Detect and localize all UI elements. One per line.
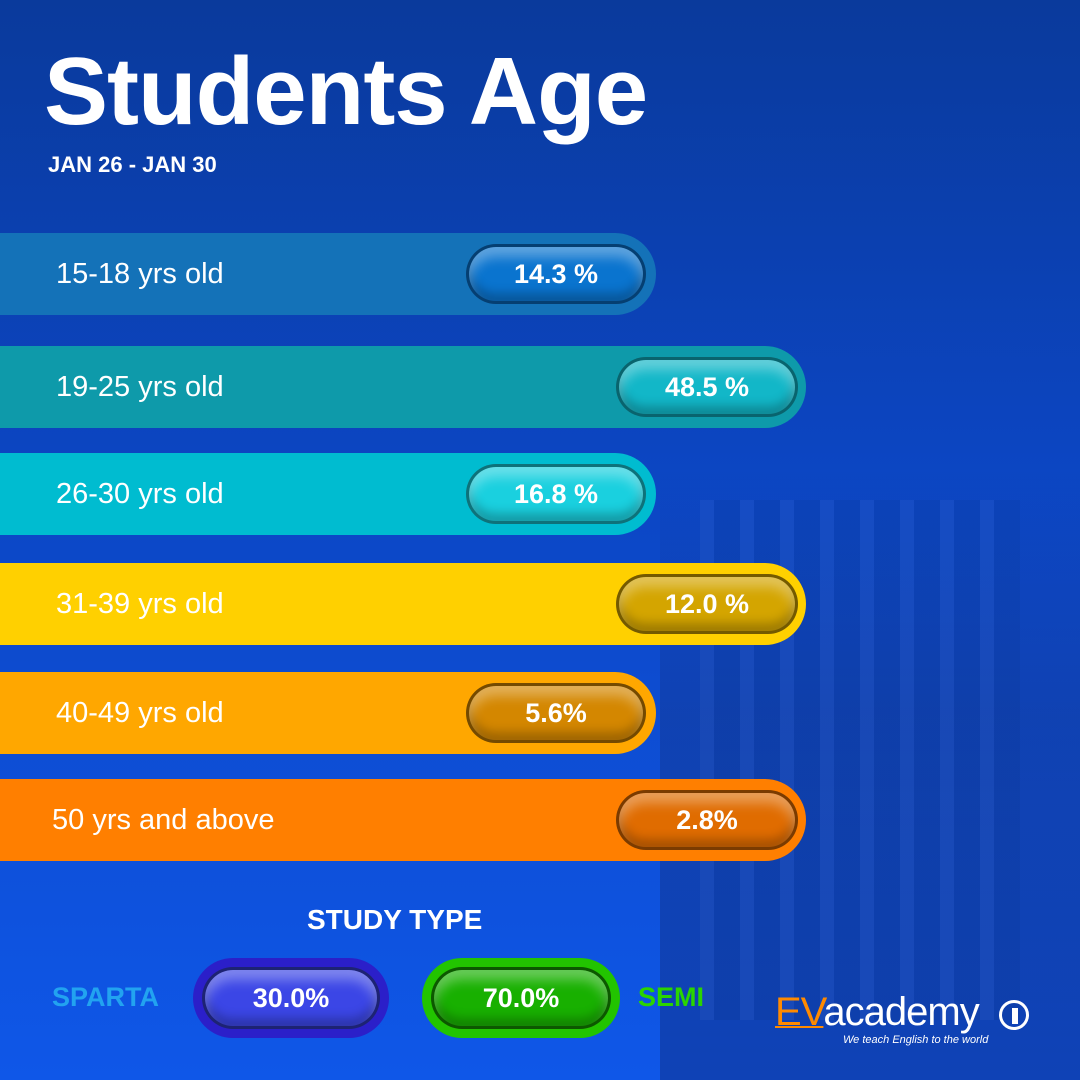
age-bar-value-label: 48.5 % [616, 357, 798, 417]
age-bar-label: 40-49 yrs old [56, 697, 224, 729]
study-type-sparta-label: SPARTA [52, 982, 159, 1012]
logo-ev: EV [775, 990, 824, 1034]
age-bar-label: 50 yrs and above [52, 804, 275, 836]
study-type-title: STUDY TYPE [307, 904, 483, 935]
logo-wordmark: EVacademy [775, 990, 980, 1034]
date-range: JAN 26 - JAN 30 [48, 152, 217, 177]
age-bar-value-label: 16.8 % [466, 464, 646, 524]
age-bar: 26-30 yrs old 16.8 % [0, 453, 656, 535]
age-bar: 15-18 yrs old 14.3 % [0, 233, 656, 315]
age-bar: 40-49 yrs old 5.6% [0, 672, 656, 754]
study-type-sparta-value: 30.0% [202, 967, 380, 1029]
study-type-semi-label: SEMI [638, 982, 705, 1012]
globe-icon [999, 1000, 1029, 1030]
age-bar-value-label: 2.8% [616, 790, 798, 850]
age-bar-label: 19-25 yrs old [56, 371, 224, 403]
ev-academy-logo: EVacademy We teach English to the world [775, 992, 1045, 1052]
age-bar: 19-25 yrs old 48.5 % [0, 346, 806, 428]
age-bar-value-label: 14.3 % [466, 244, 646, 304]
age-bar-value-label: 5.6% [466, 683, 646, 743]
age-bar-label: 15-18 yrs old [56, 258, 224, 290]
age-bar: 31-39 yrs old 12.0 % [0, 563, 806, 645]
logo-tagline: We teach English to the world [843, 1034, 989, 1046]
background-building-photo [660, 470, 1080, 1080]
page-title: Students Age [44, 38, 648, 145]
age-bar-value-label: 12.0 % [616, 574, 798, 634]
age-bar-label: 31-39 yrs old [56, 588, 224, 620]
age-bar: 50 yrs and above 2.8% [0, 779, 806, 861]
study-type-semi-value: 70.0% [431, 967, 611, 1029]
logo-academy: academy [823, 990, 979, 1034]
study-type-semi-badge: 70.0% [422, 958, 620, 1038]
age-bar-label: 26-30 yrs old [56, 478, 224, 510]
study-type-sparta-badge: 30.0% [193, 958, 389, 1038]
